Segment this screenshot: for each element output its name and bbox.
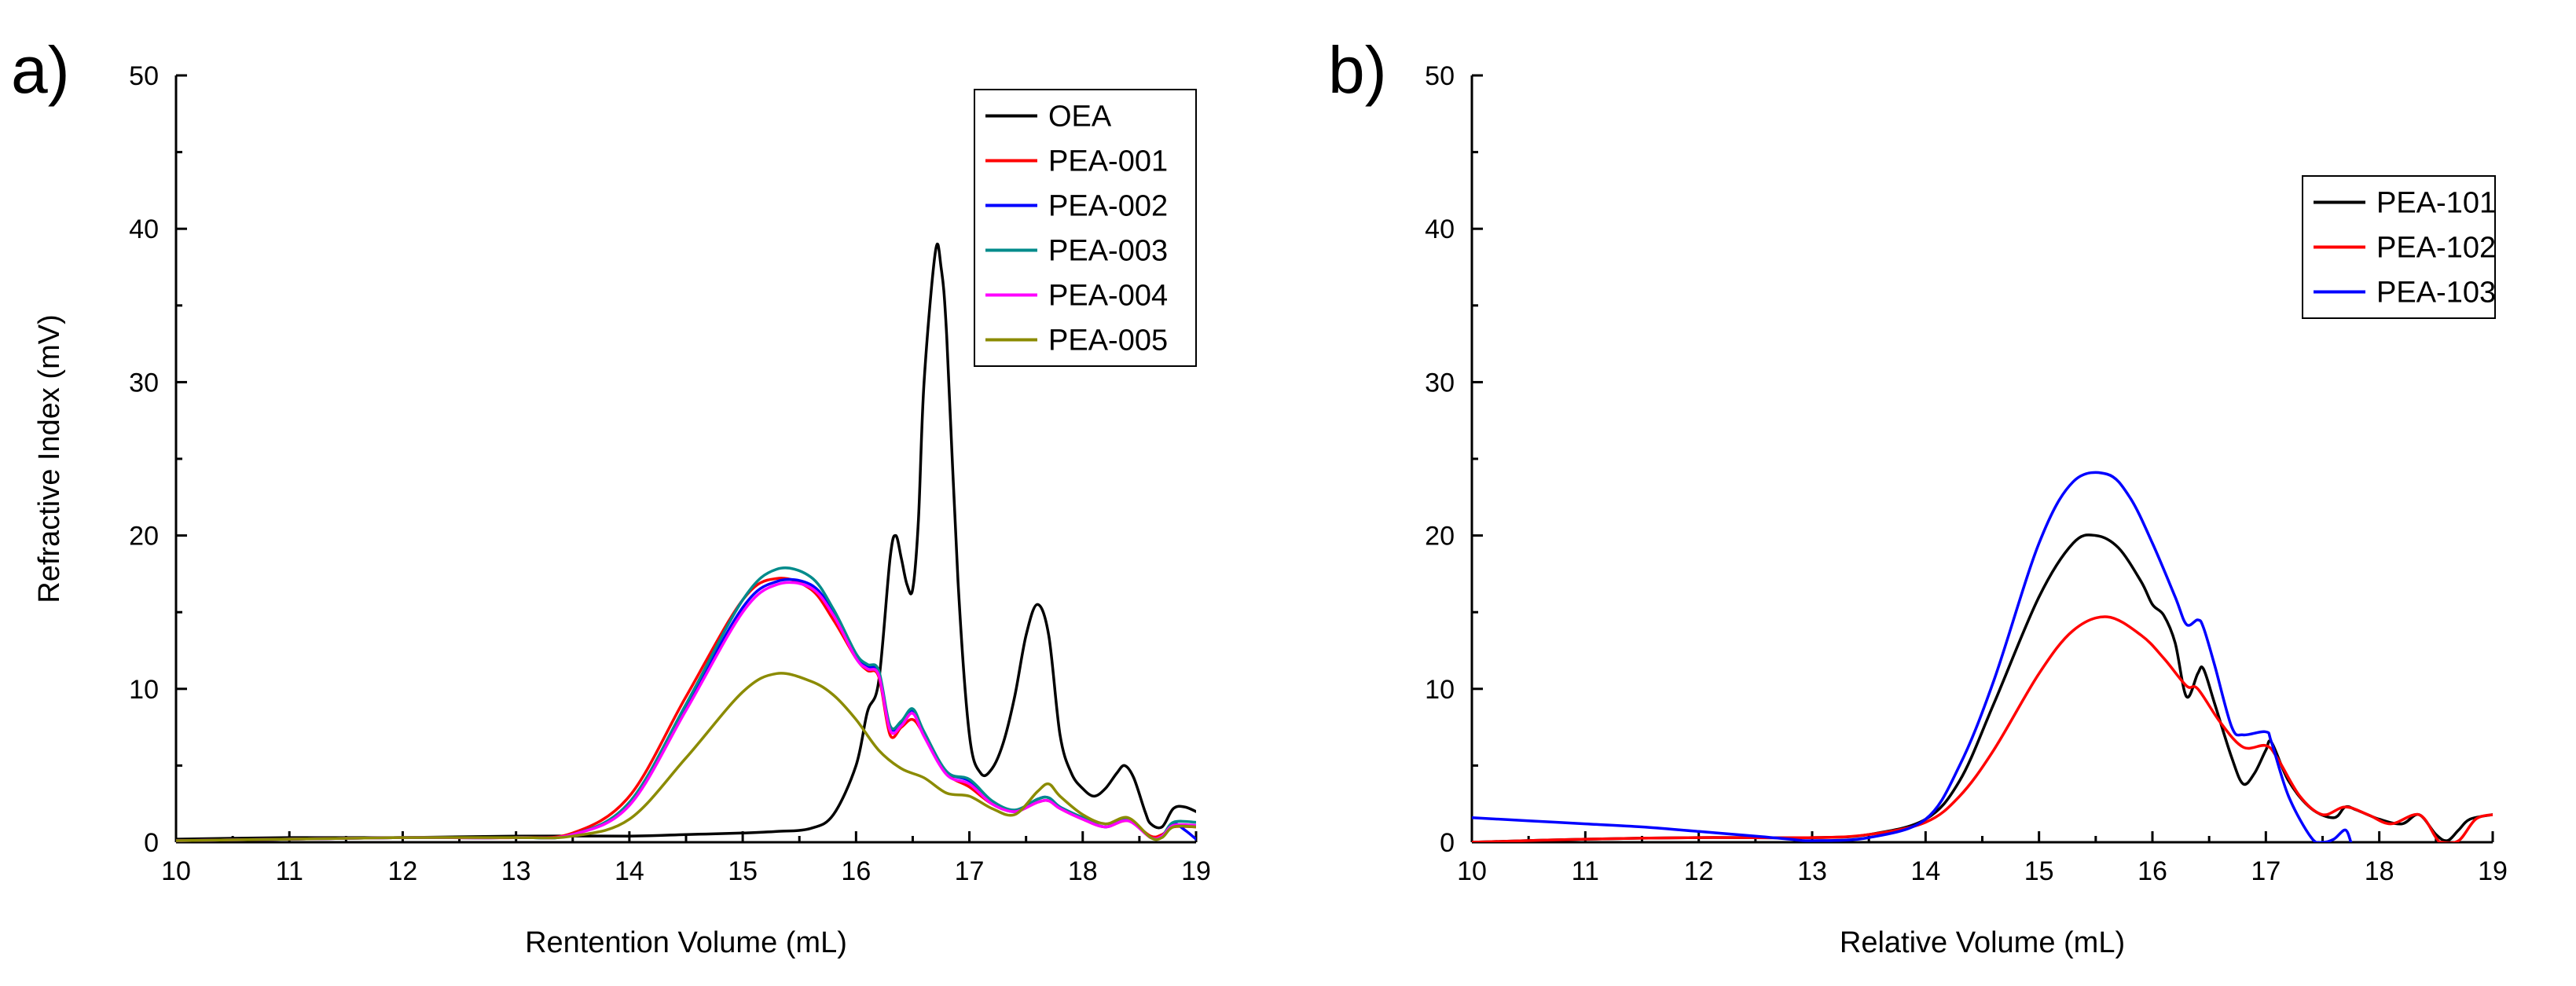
panel-b-series-pea-102 — [1472, 615, 2493, 842]
panel-a-label: a) — [11, 33, 70, 107]
panel-b-series-pea-101 — [1472, 533, 2493, 842]
panel-a-x-tick-label: 12 — [388, 856, 418, 886]
panel-a-y-tick-label: 40 — [129, 214, 159, 244]
panel-b-legend-label-pea-103: PEA-103 — [2376, 277, 2496, 310]
panel-b-x-tick-label: 10 — [1457, 856, 1487, 886]
panel-a-x-tick-label: 13 — [501, 856, 531, 886]
panel-a-series-oea — [176, 242, 1196, 841]
panel-a-y-tick-label: 20 — [129, 522, 159, 552]
panel-b-x-tick-label: 11 — [1572, 856, 1599, 886]
panel-b-y-tick-label: 50 — [1425, 61, 1455, 91]
panel-a-legend-label-pea-001: PEA-001 — [1048, 145, 1168, 178]
panel-b-label: b) — [1328, 33, 1387, 107]
panel-b-x-tick-label: 19 — [2478, 856, 2508, 886]
panel-a: a)10 11 12 13 14 15 16 17 18 1901020304050Rentent… — [11, 33, 1211, 959]
panel-b-y-tick-label: 20 — [1425, 522, 1455, 552]
panel-a-series-pea-005 — [176, 672, 1196, 842]
panel-b-x-tick-label: 18 — [2365, 856, 2394, 886]
panel-a-y-tick-label: 30 — [129, 368, 159, 398]
panel-b-x-tick-label: 13 — [1797, 856, 1827, 886]
panel-b-x-tick-label: 17 — [2251, 856, 2281, 886]
panel-a-x-tick-label: 16 — [841, 856, 871, 886]
panel-b-y-tick-label: 30 — [1425, 368, 1455, 398]
panel-b: b)10 11 12 13 14 15 16 17 18 1901020304050Relativ… — [1328, 33, 2508, 959]
panel-b-y-tick-label: 40 — [1425, 214, 1455, 244]
panel-a-legend-label-oea: OEA — [1048, 101, 1112, 134]
panel-b-x-tick-label: 14 — [1910, 856, 1940, 886]
panel-a-x-tick-label: 14 — [615, 856, 644, 886]
panel-b-x-tick-label: 12 — [1684, 856, 1714, 886]
panel-a-legend-label-pea-004: PEA-004 — [1048, 280, 1168, 313]
panel-b-legend-label-pea-102: PEA-102 — [2376, 232, 2496, 265]
panel-b-legend-label-pea-101: PEA-101 — [2376, 187, 2496, 220]
panel-a-x-tick-label: 19 — [1181, 856, 1211, 886]
panel-a-y-tick-label: 0 — [144, 828, 159, 858]
panel-a-x-tick-label: 17 — [955, 856, 985, 886]
panel-a-y-tick-label: 10 — [129, 675, 159, 705]
panel-a-legend-label-pea-003: PEA-003 — [1048, 235, 1168, 268]
panel-a-y-axis-label: Refractive Index (mV) — [33, 314, 66, 603]
panel-a-x-tick-label: 10 — [161, 856, 191, 886]
panel-a-x-tick-label: 11 — [276, 856, 303, 886]
panel-a-legend-box — [974, 89, 1197, 367]
panel-b-y-tick-label: 0 — [1440, 828, 1455, 858]
panel-a-series-pea-004 — [176, 581, 1196, 842]
panel-b-x-axis-label: Relative Volume (mL) — [1840, 926, 2125, 959]
panel-b-series-pea-103 — [1472, 471, 2353, 842]
panel-a-x-tick-label: 18 — [1068, 856, 1098, 886]
panel-a-x-axis-label: Rentention Volume (mL) — [525, 926, 847, 959]
panel-b-x-tick-label: 15 — [2024, 856, 2054, 886]
panel-a-x-tick-label: 15 — [728, 856, 758, 886]
panel-b-x-tick-label: 16 — [2137, 856, 2167, 886]
panel-a-legend-label-pea-002: PEA-002 — [1048, 190, 1168, 223]
panel-b-y-tick-label: 10 — [1425, 675, 1455, 705]
panel-a-legend-label-pea-005: PEA-005 — [1048, 324, 1168, 357]
panel-a-y-tick-label: 50 — [129, 61, 159, 91]
